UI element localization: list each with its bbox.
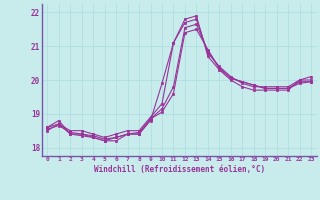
X-axis label: Windchill (Refroidissement éolien,°C): Windchill (Refroidissement éolien,°C) — [94, 165, 265, 174]
